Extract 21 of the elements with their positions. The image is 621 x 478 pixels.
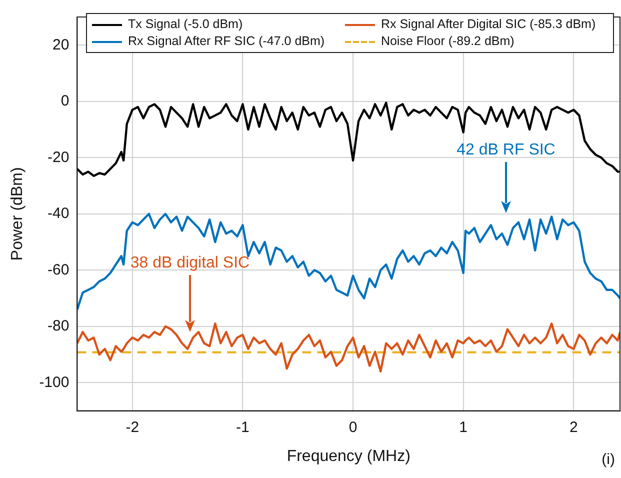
- x-tick-label: -1: [236, 418, 250, 436]
- x-tick-label: 0: [348, 418, 358, 436]
- x-tick-label: 1: [459, 418, 468, 436]
- x-tick-label: -2: [126, 418, 140, 436]
- y-tick-label: 20: [52, 36, 70, 54]
- annotation: 38 dB digital SIC: [130, 254, 250, 272]
- annotation: 42 dB RF SIC: [456, 141, 556, 158]
- x-tick-label: 2: [569, 418, 578, 436]
- y-tick-label: 0: [60, 92, 70, 110]
- x-axis-title: Frequency (MHz): [286, 448, 410, 465]
- y-tick-label: -60: [48, 261, 70, 278]
- legend-label: Rx Signal After RF SIC (-47.0 dBm): [128, 33, 325, 50]
- y-tick-label: -20: [48, 148, 70, 166]
- legend-label: Rx Signal After Digital SIC (-85.3 dBm): [380, 16, 596, 33]
- text: (i): [602, 451, 615, 468]
- legend-label: Tx Signal (-5.0 dBm): [128, 16, 243, 33]
- y-tick-label: -40: [48, 205, 70, 222]
- y-tick-label: -100: [39, 374, 70, 391]
- y-tick-label: -80: [48, 318, 70, 335]
- legend-label: Noise Floor (-89.2 dBm): [380, 33, 514, 50]
- y-axis-title: Power (dBm): [9, 167, 26, 261]
